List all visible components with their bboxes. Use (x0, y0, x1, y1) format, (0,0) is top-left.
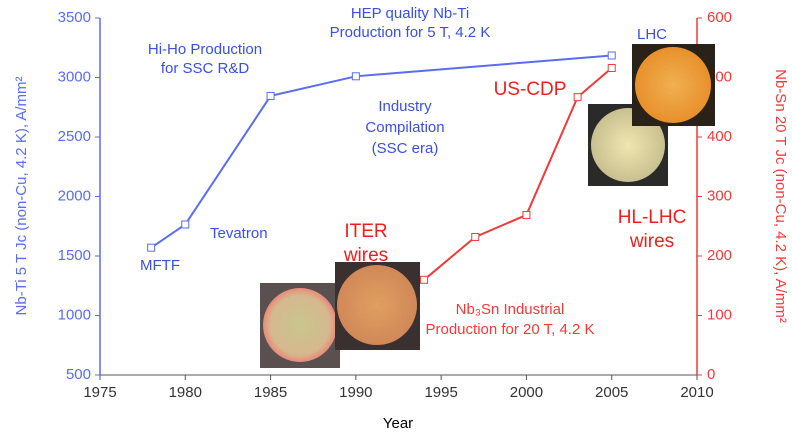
photo-wire (635, 47, 711, 123)
data-point (607, 63, 616, 72)
y-tick-label: 2500 (58, 128, 91, 145)
annotation: Hi-Ho Production (148, 41, 262, 58)
y2-tick-label: 200 (707, 247, 732, 264)
annotation: Industry (378, 98, 432, 115)
y-axis-label: Nb-Ti 5 T Jc (non-Cu, 4.2 K), A/mm² (13, 77, 30, 316)
x-tick-label: 1975 (83, 384, 116, 401)
y2-tick-label: 0 (707, 366, 715, 383)
annotation: Production for 20 T, 4.2 K (426, 321, 595, 338)
annotation: Nb₃Sn Industrial (456, 301, 565, 318)
y2-tick-label: 400 (707, 128, 732, 145)
x-tick-label: 1985 (254, 384, 287, 401)
x-tick-label: 1995 (424, 384, 457, 401)
photo-wire (337, 265, 417, 345)
annotation: wires (629, 231, 674, 252)
annotation: LHC (637, 26, 667, 43)
data-point (420, 275, 429, 284)
y-tick-label: 2000 (58, 187, 91, 204)
annotation: Tevatron (210, 225, 268, 242)
x-tick-label: 2010 (680, 384, 713, 401)
y-tick-label: 1500 (58, 247, 91, 264)
y-tick-label: 1000 (58, 306, 91, 323)
annotation: MFTF (140, 257, 180, 274)
y-tick-label: 500 (66, 366, 91, 383)
data-point (607, 51, 616, 60)
data-point (573, 93, 582, 102)
x-axis-label: Year (383, 415, 413, 432)
y2-tick-label: 600 (707, 9, 732, 26)
y-tick-label: 3500 (58, 9, 91, 26)
data-point (181, 220, 190, 229)
data-point (147, 243, 156, 252)
y2-axis-label: Nb-Sn 20 T Jc (non-Cu, 4.2 K), A/mm² (772, 69, 789, 323)
annotation: Compilation (365, 119, 444, 136)
annotation: for SSC R&D (161, 60, 250, 77)
annotation: Production for 5 T, 4.2 K (330, 24, 491, 41)
data-point (266, 91, 275, 100)
x-tick-label: 1990 (339, 384, 372, 401)
annotation: HL-LHC (618, 207, 687, 228)
annotation: (SSC era) (372, 140, 439, 157)
data-point (351, 72, 360, 81)
data-point (522, 210, 531, 219)
x-tick-label: 2005 (595, 384, 628, 401)
y2-tick-label: 300 (707, 187, 732, 204)
x-tick-label: 1980 (169, 384, 202, 401)
data-point (471, 232, 480, 241)
annotation: wires (343, 245, 388, 266)
annotation: HEP quality Nb-Ti (351, 5, 469, 22)
y2-tick-label: 100 (707, 306, 732, 323)
x-tick-label: 2000 (510, 384, 543, 401)
annotation: US-CDP (494, 79, 567, 100)
wire-photos (260, 44, 715, 368)
photo-wire (591, 108, 665, 182)
y-tick-label: 3000 (58, 68, 91, 85)
annotation: ITER (344, 221, 387, 242)
photo-wire (263, 288, 337, 362)
